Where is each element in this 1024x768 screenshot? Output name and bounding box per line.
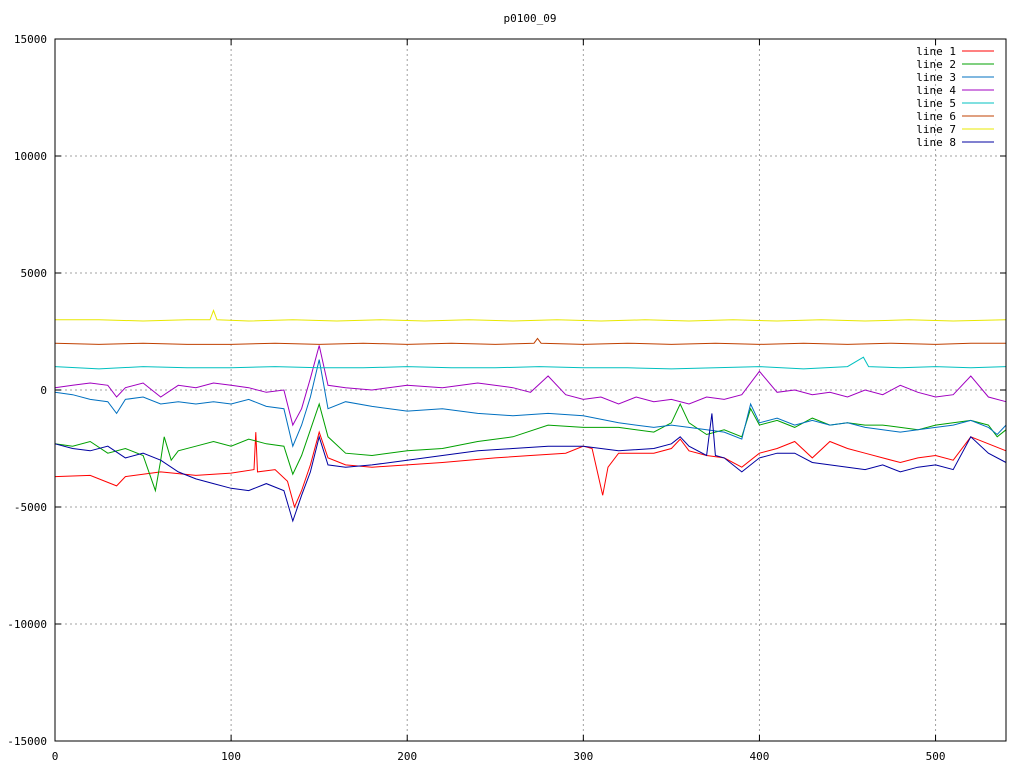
y-tick-label: -5000 xyxy=(14,501,47,514)
series-line-3 xyxy=(54,359,1007,448)
x-tick-label: 300 xyxy=(573,750,593,763)
series-line-8 xyxy=(54,413,1007,523)
series-line-5 xyxy=(54,356,1007,370)
series-line-7 xyxy=(55,308,1007,322)
series-line-2 xyxy=(54,402,1007,493)
legend-label: line 4 xyxy=(916,84,956,97)
series-line-4 xyxy=(54,345,1007,427)
y-tick-label: -15000 xyxy=(7,735,47,748)
x-tick-label: 100 xyxy=(221,750,241,763)
x-tick-label: 0 xyxy=(52,750,59,763)
chart-title: p0100_09 xyxy=(504,12,557,25)
legend-label: line 6 xyxy=(916,110,956,123)
y-tick-label: 15000 xyxy=(14,33,47,46)
axes: 0 100 200 300 400 500 -15000 -10000 -5000 0 5000 10… xyxy=(7,33,1006,763)
y-tick-label: 10000 xyxy=(14,150,47,163)
x-tick-label: 500 xyxy=(926,750,946,763)
y-tick-label: 5000 xyxy=(21,267,48,280)
series-line-1 xyxy=(54,430,1007,509)
y-tick-label: 0 xyxy=(40,384,47,397)
legend-label: line 3 xyxy=(916,71,956,84)
x-tick-label: 200 xyxy=(397,750,417,763)
x-tick-label: 400 xyxy=(750,750,770,763)
legend-label: line 1 xyxy=(916,45,956,58)
legend-label: line 5 xyxy=(916,97,956,110)
legend-label: line 2 xyxy=(916,58,956,71)
legend-label: line 8 xyxy=(916,136,956,149)
legend-label: line 7 xyxy=(916,123,956,136)
y-tick-label: -10000 xyxy=(7,618,47,631)
grid xyxy=(55,39,1006,741)
series-line-6 xyxy=(54,337,1006,345)
plot-area xyxy=(54,308,1007,523)
